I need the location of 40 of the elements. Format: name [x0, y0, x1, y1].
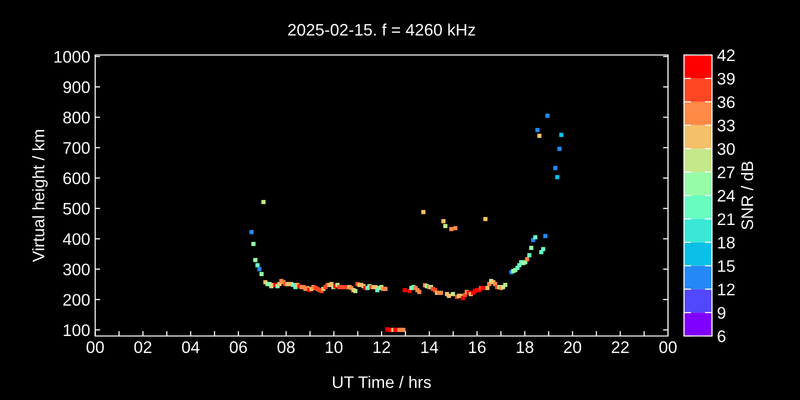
x-tick-label: 08	[278, 341, 295, 354]
y-tick-label: 400	[62, 233, 90, 245]
x-tick-label: 14	[421, 341, 438, 353]
color-bar-label: 6	[718, 330, 726, 342]
y-tick-label: 300	[63, 264, 90, 276]
color-bar-label: 9	[718, 306, 726, 319]
color-bar-label: 21	[718, 213, 735, 225]
color-bar-label: 18	[718, 236, 735, 249]
x-tick-label: 02	[134, 341, 152, 354]
color-bar-label: 39	[717, 72, 735, 85]
color-bar-label: 33	[717, 120, 735, 132]
color-bar-label: 27	[718, 166, 735, 178]
y-tick-label: 500	[63, 202, 90, 215]
x-tick-label: 10	[326, 341, 342, 354]
color-bar-label: 12	[718, 284, 735, 296]
y-tick-label: 700	[63, 142, 90, 154]
chart-title: 2025-02-15. f = 4260 kHz	[288, 23, 476, 36]
y-tick-label: 600	[63, 172, 90, 184]
color-bar-label: 30	[717, 143, 735, 155]
color-bar-label: 42	[717, 49, 735, 62]
color-bar-label: 24	[718, 190, 735, 202]
y-tick-label: 100	[64, 324, 90, 336]
color-bar-label: 36	[717, 96, 735, 108]
x-tick-label: 18	[516, 341, 534, 354]
y-axis-title: Virtual height / km	[32, 130, 48, 262]
x-tick-label: 04	[182, 341, 200, 354]
x-tick-label: 00	[86, 341, 104, 354]
x-tick-label: 06	[230, 341, 247, 354]
x-tick-label: 16	[469, 341, 486, 354]
color-bar-label: 15	[718, 260, 735, 272]
y-tick-label: 800	[63, 112, 90, 124]
y-tick-label: 200	[63, 294, 90, 306]
x-axis-title: UT Time / hrs	[333, 376, 431, 388]
y-tick-label: 900	[63, 81, 90, 94]
color-bar-title: SNR / dB	[740, 162, 754, 230]
x-tick-label: 22	[612, 341, 629, 353]
x-tick-label: 20	[564, 341, 582, 354]
y-tick-label: 1000	[54, 50, 90, 63]
x-tick-label: 12	[374, 341, 390, 353]
x-tick-label: 00	[659, 341, 677, 354]
